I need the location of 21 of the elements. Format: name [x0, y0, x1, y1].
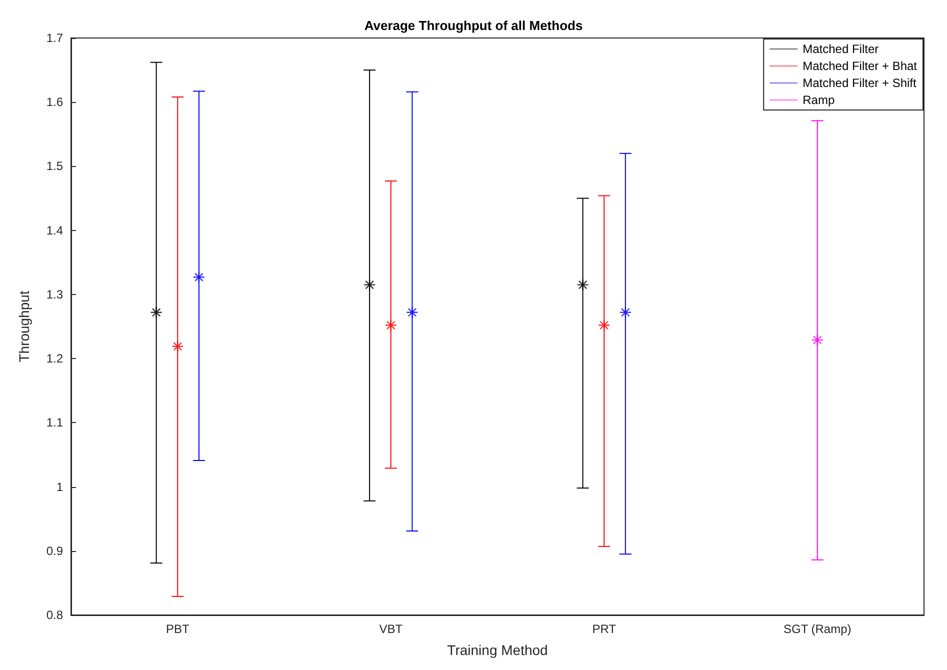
y-tick-label: 1.1 — [46, 416, 64, 430]
y-tick-label: 1.4 — [46, 223, 64, 238]
y-tick-label: 1.2 — [46, 352, 64, 366]
chart-title: Average Throughput of all Methods — [364, 18, 583, 33]
x-tick-label: PBT — [166, 622, 190, 636]
legend-label: Matched Filter + Bhat — [802, 59, 918, 73]
y-axis-title: Throughput — [16, 290, 32, 362]
y-tick-label: 1 — [56, 480, 64, 494]
legend-label: Ramp — [802, 93, 835, 107]
y-tick-label: 0.8 — [46, 608, 64, 622]
y-tick-label: 1.7 — [46, 31, 64, 45]
y-tick-label: 1.3 — [46, 287, 64, 302]
x-tick-label: PRT — [592, 622, 617, 636]
y-tick-label: 1.5 — [46, 159, 64, 174]
x-tick-label: VBT — [379, 622, 404, 636]
legend-label: Matched Filter — [802, 42, 879, 56]
y-tick-label: 1.6 — [46, 95, 64, 110]
legend-label: Matched Filter + Shift — [802, 76, 917, 90]
x-axis-title: Training Method — [447, 642, 548, 658]
x-tick-label: SGT (Ramp) — [783, 622, 852, 636]
y-tick-label: 0.9 — [46, 544, 64, 558]
